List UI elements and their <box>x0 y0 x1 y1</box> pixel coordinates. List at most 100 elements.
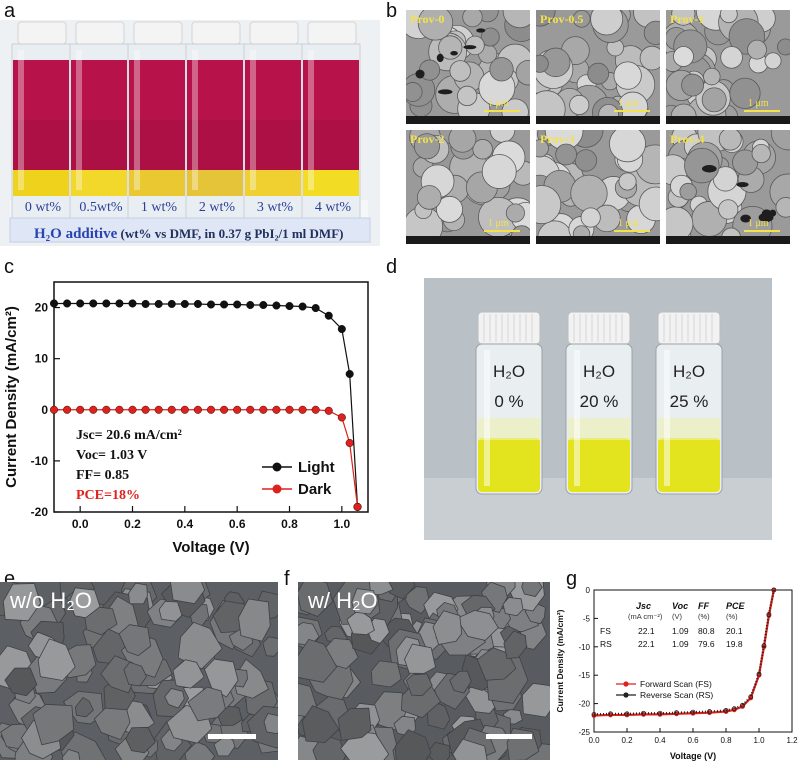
vial-a-3 <box>185 21 245 221</box>
sem-tile: Prov-0.5 1 μm <box>536 10 660 124</box>
legend-label: Light <box>298 459 335 476</box>
sem-scale-label: 1 μm <box>748 98 769 109</box>
annotation-pce: PCE=18% <box>76 488 140 503</box>
table-unit: (V) <box>672 612 682 621</box>
data-point <box>128 405 137 414</box>
caption-detail: (wt% vs DMF, in 0.37 g PbI₂/1 ml DMF) <box>120 226 344 241</box>
legend-marker <box>272 462 282 472</box>
data-point <box>128 299 137 308</box>
grain <box>370 660 402 688</box>
annotation-ff: FF= 0.85 <box>76 468 130 483</box>
data-point <box>76 299 85 308</box>
vial-a-5 <box>301 21 361 221</box>
x-axis-label: Voltage (V) <box>670 751 716 761</box>
grain <box>158 600 183 622</box>
y-axis-label: Current Density (mA/cm²) <box>555 609 565 712</box>
photo-caption: H₂O additive (wt% vs DMF, in 0.37 g PbI₂… <box>34 226 343 243</box>
table-unit: (%) <box>698 612 710 621</box>
table-cell: 20.1 <box>726 626 743 636</box>
panel-label-b: b <box>386 0 398 22</box>
grain <box>4 667 38 697</box>
panel-label-d: d <box>386 256 398 278</box>
x-tick-label: 0.4 <box>176 517 193 531</box>
annotation-voc: Voc= 1.03 V <box>76 448 148 463</box>
grain <box>521 582 543 597</box>
data-point <box>115 405 124 414</box>
vial-a-1 <box>69 21 129 221</box>
y-tick-label: -10 <box>31 454 49 468</box>
data-point <box>608 711 613 717</box>
panel-label-a: a <box>4 0 16 22</box>
y-tick-label: 0 <box>586 586 591 595</box>
chart-c-frame <box>53 281 369 513</box>
vial-d-label: H₂O <box>582 362 616 381</box>
sem-tile: Prov-2 1 μm <box>406 130 530 244</box>
data-point <box>311 405 320 414</box>
vial-a-4 <box>243 21 303 221</box>
vial-photo-d <box>424 278 772 540</box>
grain <box>337 707 372 741</box>
x-tick-label: 1.2 <box>786 736 798 745</box>
x-tick-label: 0.2 <box>124 517 141 531</box>
grain <box>61 748 81 760</box>
data-point <box>167 299 176 308</box>
data-point <box>337 413 346 422</box>
data-point <box>141 405 150 414</box>
vial-a-2 <box>127 21 187 221</box>
grain <box>369 582 394 596</box>
sem-tile-label: Prov-2 <box>410 132 445 146</box>
data-point <box>285 405 294 414</box>
vial-label-a: 2 wt% <box>198 200 236 215</box>
grain <box>128 582 148 605</box>
data-point <box>115 299 124 308</box>
x-tick-label: 1.0 <box>333 517 350 531</box>
grain <box>394 729 432 760</box>
grain <box>521 682 550 718</box>
vial-d-value: 0 % <box>494 392 524 411</box>
sem-tile: Prov-4 1 μm <box>666 130 790 244</box>
data-point <box>206 300 215 309</box>
vial-d-value: 20 % <box>579 392 619 411</box>
sem-image-e: w/o H₂O <box>0 582 278 760</box>
data-point <box>311 304 320 313</box>
vial-d-2 <box>655 311 723 495</box>
table-header: FF <box>698 601 709 611</box>
data-point <box>233 300 242 309</box>
sem-tile-label: Prov-1 <box>670 12 705 26</box>
sem-tile-label: Prov-3 <box>540 132 575 146</box>
data-point <box>657 710 663 716</box>
table-row-name: FS <box>600 626 611 636</box>
data-point <box>324 311 333 320</box>
data-point <box>285 302 294 311</box>
data-point <box>259 301 268 310</box>
table-cell: 1.09 <box>672 639 689 649</box>
data-point <box>193 405 202 414</box>
sem-scale-label: 1 μm <box>618 98 639 109</box>
sem-scale-label: 1 μm <box>618 218 639 229</box>
grain <box>2 583 41 622</box>
annotation-jsc: Jsc= 20.6 mA/cm² <box>76 428 182 443</box>
grain <box>404 643 436 674</box>
legend-label: Dark <box>298 481 332 498</box>
vial-label-a: 0.5wt% <box>79 200 123 215</box>
data-point <box>220 300 229 309</box>
x-tick-label: 0.8 <box>720 736 732 745</box>
data-point <box>63 299 72 308</box>
vial-a-0 <box>11 21 71 221</box>
data-point <box>102 405 111 414</box>
sem-scale-label: 1 μm <box>488 98 509 109</box>
sem-scale-label: 1 μm <box>748 218 769 229</box>
sem-scale-label: 1 μm <box>488 218 509 229</box>
data-point <box>337 325 346 334</box>
sem-tile: Prov-0 1 μm <box>406 10 530 124</box>
data-point <box>761 643 767 649</box>
legend-marker <box>623 681 629 687</box>
data-point <box>102 299 111 308</box>
sem-tile: Prov-3 1 μm <box>536 130 660 244</box>
series-line <box>593 589 775 716</box>
y-tick-label: 10 <box>35 352 49 366</box>
vial-d-label: H₂O <box>672 362 706 381</box>
data-point <box>259 405 268 414</box>
table-cell: 79.6 <box>698 639 715 649</box>
grain <box>187 686 226 722</box>
